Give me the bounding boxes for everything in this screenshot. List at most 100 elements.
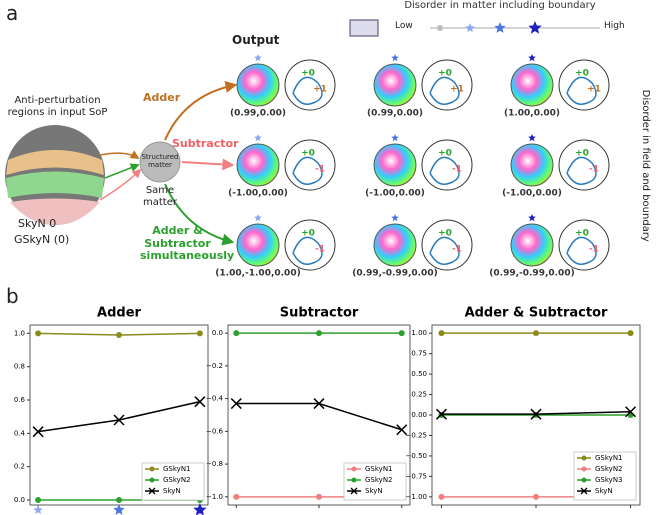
sop-map	[373, 223, 417, 267]
loop-frame	[421, 59, 473, 111]
legend-marker	[581, 455, 587, 461]
point	[627, 330, 634, 337]
legend-label: GSkyN3	[595, 476, 623, 484]
loop-frame	[558, 219, 610, 271]
point	[438, 493, 445, 500]
loop-label: -1	[315, 165, 325, 175]
loop-label: +1	[450, 85, 464, 95]
row-label: Adder	[143, 91, 181, 104]
loop-label: +0	[438, 229, 452, 239]
arrow	[99, 150, 140, 159]
sop-map	[510, 63, 554, 107]
star	[494, 22, 506, 33]
loop-label: -1	[589, 165, 599, 175]
point	[194, 396, 206, 408]
output-value: (0.99,-0.99,0.00)	[489, 269, 574, 279]
star	[391, 54, 399, 62]
y-tick-label: −0.8	[206, 460, 223, 468]
structured-matter	[139, 141, 181, 183]
star	[254, 54, 262, 62]
output-value: (0.99,0.00)	[230, 109, 286, 119]
star	[113, 504, 125, 515]
loop-frame	[421, 139, 473, 191]
point	[32, 426, 44, 438]
chart-title: Adder & Subtractor	[465, 306, 608, 321]
same-matter: Same matter	[143, 185, 177, 208]
star	[391, 214, 399, 222]
loop	[566, 236, 597, 265]
y-tick-label: 0.2	[14, 463, 25, 471]
legend-label: GSkyN1	[595, 454, 623, 462]
y-tick-label: 0.25	[411, 391, 427, 399]
loop-label: +0	[301, 69, 315, 79]
y-tick-label: 0.4	[14, 429, 26, 437]
loop-frame	[284, 219, 336, 271]
series-line	[37, 400, 201, 433]
sop-map	[373, 143, 417, 187]
legend-label: SkyN	[163, 487, 181, 495]
arrow	[104, 163, 140, 179]
loop-frame	[284, 139, 336, 191]
legend-label: SkyN	[595, 487, 613, 495]
point	[316, 330, 322, 337]
matter-label: Structured matter	[141, 153, 179, 170]
star	[254, 134, 262, 142]
loop-frame	[284, 59, 336, 111]
point	[233, 330, 240, 337]
loop-frame	[558, 139, 610, 191]
legend-label: SkyN	[365, 487, 383, 495]
point	[533, 330, 539, 337]
star	[465, 23, 475, 32]
legend-marker	[350, 487, 358, 495]
y-tick-label: 0.00	[411, 411, 427, 419]
legend-marker	[149, 477, 155, 483]
loop-label: -1	[452, 245, 462, 255]
legend-marker	[149, 466, 155, 472]
output-value: (-1.00,0.00)	[502, 189, 562, 199]
sop-map	[236, 63, 280, 107]
loop-label: +0	[438, 69, 452, 79]
region-top	[6, 150, 104, 175]
row-label: Adder & Subtractor simultaneously	[140, 224, 235, 263]
output-value: (0.99,0.00)	[367, 109, 423, 119]
point	[116, 497, 122, 503]
y-tick-label: −0.4	[206, 395, 224, 403]
row-label: Subtractor	[172, 137, 239, 150]
loop-label: -1	[589, 245, 599, 255]
y-tick-label: 1.00	[411, 329, 427, 337]
panel-label: a	[6, 1, 19, 25]
legend-title: Disorder in matter including boundary	[404, 0, 596, 11]
arrow	[164, 81, 238, 141]
loop-label: +1	[313, 85, 327, 95]
panel-label: b	[6, 284, 19, 308]
star	[33, 505, 43, 514]
loop-label: +0	[301, 229, 315, 239]
legend-label: GSkyN1	[365, 465, 393, 473]
arrow	[164, 183, 235, 246]
point	[530, 408, 542, 420]
point	[196, 330, 203, 337]
loop-label: +0	[575, 69, 589, 79]
y-tick-label: −0.25	[406, 431, 427, 439]
loop-label: +1	[587, 85, 601, 95]
legend-label: GSkyN2	[163, 476, 191, 484]
legend-label: GSkyN2	[365, 476, 393, 484]
point	[35, 497, 42, 503]
loop	[429, 76, 460, 105]
point	[35, 330, 42, 337]
output-value: (1.00,0.00)	[504, 109, 560, 119]
loop	[566, 156, 597, 185]
output-value: (-1.00,0.00)	[228, 189, 288, 199]
y-tick-label: −0.2	[206, 362, 223, 370]
sop-map	[510, 143, 554, 187]
star	[528, 54, 536, 62]
y-tick-label: −0.50	[406, 452, 427, 460]
y-tick-label: −0.6	[206, 427, 224, 435]
point	[233, 493, 240, 500]
gskyn-label: GSkyN (0)	[14, 233, 70, 246]
loop-label: +0	[301, 149, 315, 159]
loop-frame	[421, 219, 473, 271]
point	[396, 424, 408, 436]
legend-high: High	[604, 21, 625, 31]
